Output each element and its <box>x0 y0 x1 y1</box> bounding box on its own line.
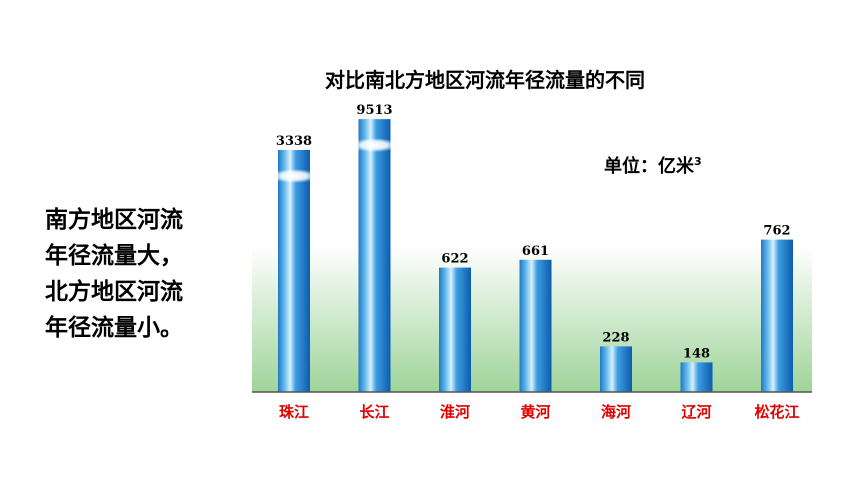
bar <box>439 267 471 392</box>
bar <box>761 239 793 392</box>
category-label: 海河 <box>601 403 631 421</box>
axis-break-mark <box>350 138 399 153</box>
data-label: 148 <box>683 346 710 361</box>
axis-break-mark <box>270 169 318 183</box>
category-label: 珠江 <box>279 403 309 421</box>
unit-label: 单位：亿米3 <box>604 152 702 178</box>
conclusion-line: 年径流量大， <box>45 243 183 269</box>
data-label: 622 <box>441 252 468 267</box>
conclusion-line: 北方地区河流 <box>45 279 183 305</box>
chart-title: 对比南北方地区河流年径流量的不同 <box>325 68 645 92</box>
bar <box>519 259 552 392</box>
category-label: 松花江 <box>754 403 799 421</box>
conclusion-line: 年径流量小。 <box>45 315 183 341</box>
data-label: 228 <box>602 330 629 345</box>
bar <box>600 346 632 392</box>
data-label: 762 <box>763 224 790 239</box>
data-label: 3338 <box>276 134 312 149</box>
bar <box>278 150 310 392</box>
category-label: 淮河 <box>440 403 470 421</box>
data-label: 9513 <box>356 103 392 118</box>
data-label: 661 <box>522 244 549 259</box>
unit-text: 单位：亿米 <box>604 156 694 177</box>
category-label: 辽河 <box>681 403 711 421</box>
bar <box>680 362 713 392</box>
category-label: 黄河 <box>520 403 550 421</box>
conclusion-text: 南方地区河流 年径流量大， 北方地区河流 年径流量小。 <box>45 202 235 346</box>
bar <box>358 119 391 392</box>
category-label: 长江 <box>359 403 389 421</box>
conclusion-line: 南方地区河流 <box>45 207 183 233</box>
unit-superscript: 3 <box>694 155 702 168</box>
